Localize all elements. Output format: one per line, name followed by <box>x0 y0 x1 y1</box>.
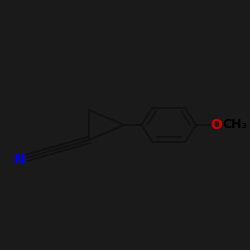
Text: N: N <box>14 153 26 167</box>
Text: O: O <box>210 118 222 132</box>
Text: CH₃: CH₃ <box>222 118 247 132</box>
